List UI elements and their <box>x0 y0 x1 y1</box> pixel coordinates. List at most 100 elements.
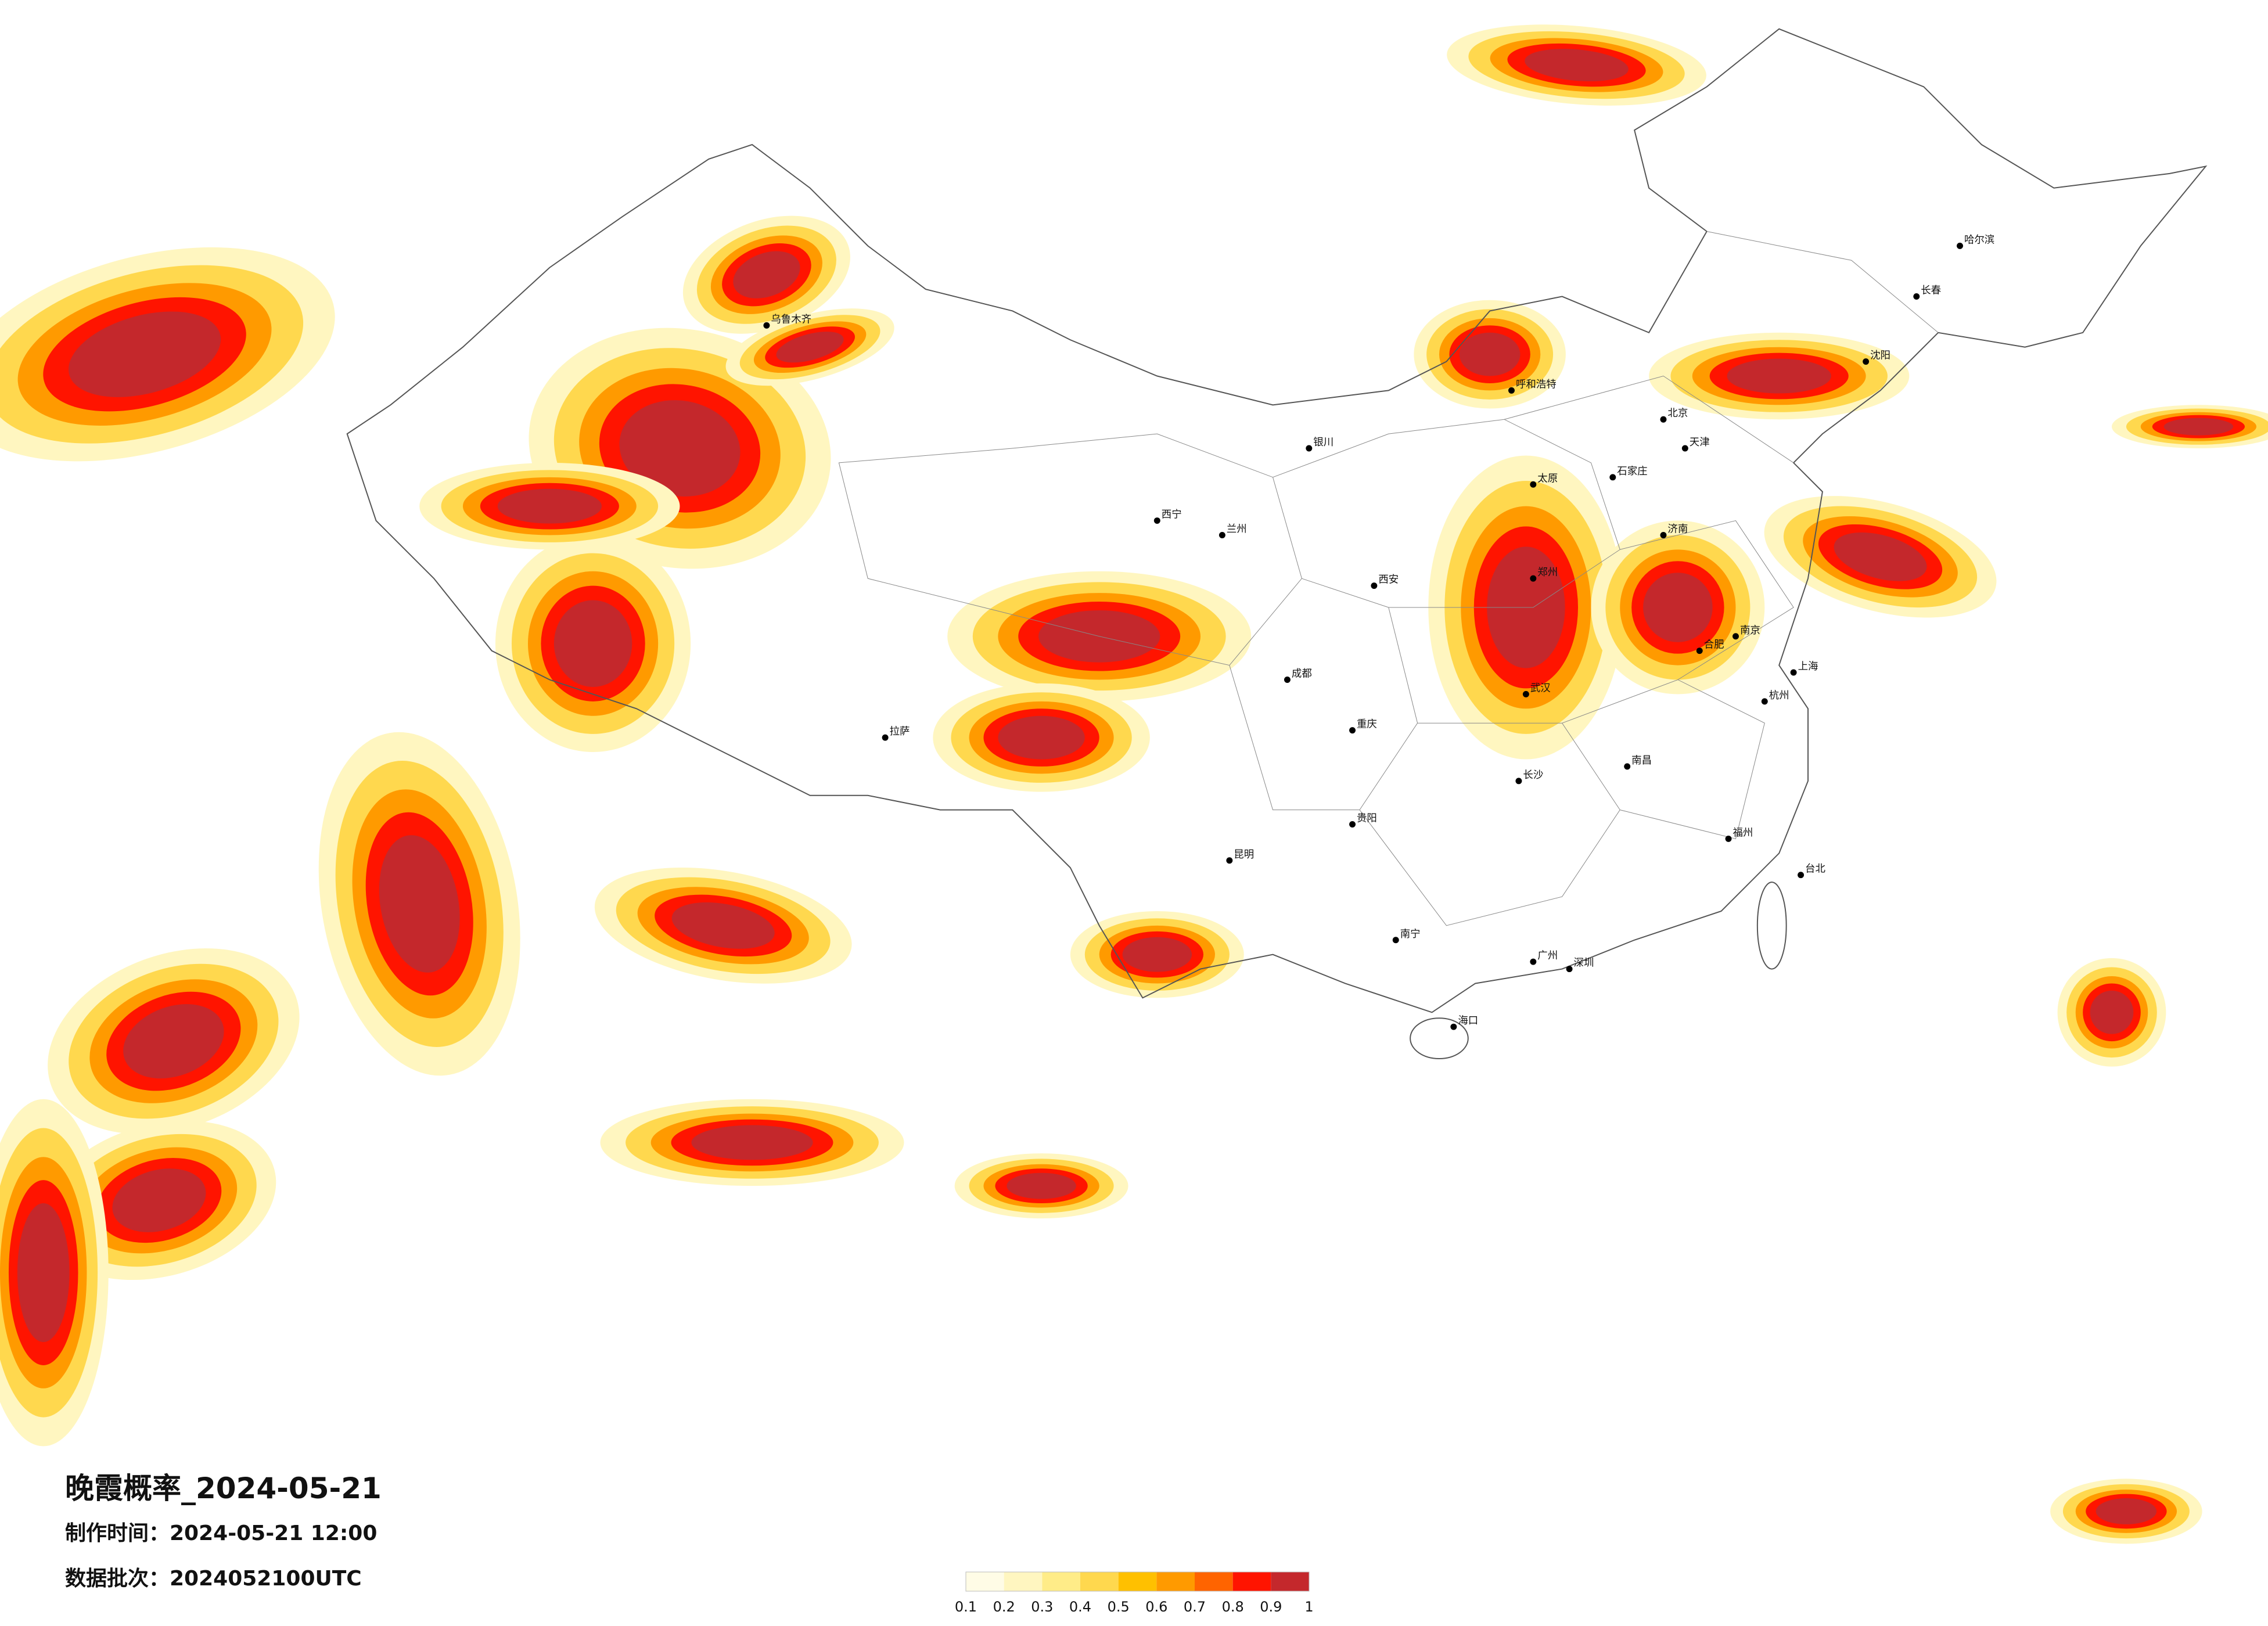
city-label: 天津 <box>1690 437 1710 448</box>
city-label: 哈尔滨 <box>1964 234 1994 246</box>
city-label: 上海 <box>1798 661 1818 672</box>
legend-swatch <box>966 1572 1004 1591</box>
city-dot <box>1913 293 1920 300</box>
city-dot <box>1515 778 1522 785</box>
probability-blob <box>1834 532 1927 581</box>
city-dot <box>1725 835 1732 842</box>
city-label: 呼和浩特 <box>1516 379 1557 390</box>
probability-blob <box>1007 1172 1076 1199</box>
city-label: 台北 <box>1805 864 1825 875</box>
probability-blob <box>123 1004 224 1079</box>
city-label: 武汉 <box>1530 682 1551 694</box>
production-time: 制作时间：2024-05-21 12:00 <box>65 1521 377 1545</box>
city-label: 北京 <box>1667 408 1688 419</box>
map-title: 晚霞概率_2024-05-21 <box>65 1472 382 1505</box>
city-label: 昆明 <box>1234 849 1254 861</box>
legend-tick-label: 0.9 <box>1260 1599 1282 1615</box>
legend-swatch <box>1004 1572 1043 1591</box>
legend-tick-label: 1 <box>1304 1599 1313 1615</box>
probability-blob <box>68 311 221 397</box>
city-dot <box>1371 582 1378 589</box>
city-dot <box>1798 872 1805 879</box>
city-dot <box>1349 821 1356 828</box>
china-outline <box>346 28 2208 1013</box>
city-dot <box>1306 445 1313 452</box>
city-dot <box>1790 669 1797 676</box>
probability-blob <box>1727 358 1831 394</box>
legend-swatch <box>1042 1572 1080 1591</box>
probability-blob <box>1122 937 1192 972</box>
city-label: 乌鲁木齐 <box>771 314 811 325</box>
city-dot <box>1957 242 1963 249</box>
city-dot <box>1609 474 1616 481</box>
probability-blob <box>1525 49 1629 81</box>
legend-swatch <box>1271 1572 1309 1591</box>
city-label: 杭州 <box>1769 690 1789 702</box>
city-label: 西安 <box>1378 574 1399 586</box>
city-label: 石家庄 <box>1617 466 1647 477</box>
city-label: 长沙 <box>1523 769 1543 781</box>
probability-blob <box>112 1168 206 1232</box>
city-dot <box>1284 677 1291 683</box>
city-dot <box>1450 1023 1457 1030</box>
city-dot <box>763 322 770 329</box>
city-label: 重庆 <box>1357 719 1377 731</box>
probability-blob <box>2096 1498 2157 1524</box>
city-dot <box>882 734 889 741</box>
city-label: 南京 <box>1740 625 1760 636</box>
city-label: 南宁 <box>1400 929 1421 940</box>
legend-tick-label: 0.6 <box>1145 1599 1167 1615</box>
legend: 0.1 0.2 0.3 0.4 0.5 0.6 0.7 0.8 0.9 1 <box>955 1571 1314 1615</box>
legend-tick-label: 0.8 <box>1222 1599 1244 1615</box>
city-label: 郑州 <box>1537 567 1558 578</box>
city-label: 合肥 <box>1704 639 1724 651</box>
city-dot <box>1522 690 1529 697</box>
probability-blob <box>619 400 741 497</box>
probability-blob <box>691 1125 813 1160</box>
probability-blob <box>379 835 460 973</box>
probability-field <box>0 24 2268 1544</box>
hainan-outline <box>1410 1017 1469 1059</box>
city-dot <box>1733 633 1739 640</box>
legend-tick-label: 0.1 <box>955 1599 977 1615</box>
city-dot <box>1508 387 1515 394</box>
probability-blob <box>2090 990 2134 1034</box>
province-borders <box>838 231 1939 926</box>
legend-tick-label: 0.3 <box>1031 1599 1053 1615</box>
city-label: 南昌 <box>1631 755 1652 767</box>
probability-blob <box>1643 573 1713 642</box>
legend-swatch <box>1195 1572 1233 1591</box>
city-dot <box>1392 937 1399 944</box>
city-dot <box>1530 958 1537 965</box>
probability-blob <box>17 1203 70 1343</box>
probability-blob <box>553 600 632 687</box>
city-label: 广州 <box>1537 950 1558 962</box>
city-dot <box>1219 531 1225 538</box>
probability-blob <box>1459 332 1521 376</box>
probability-blob <box>776 332 844 363</box>
city-label: 兰州 <box>1227 523 1247 535</box>
city-dot <box>1696 647 1703 654</box>
city-dot <box>1349 727 1356 734</box>
city-dot <box>1660 416 1667 423</box>
city-dot <box>1624 763 1631 770</box>
legend-swatch <box>1156 1572 1195 1591</box>
probability-blob <box>671 902 775 949</box>
city-dot <box>1530 481 1537 488</box>
taiwan-outline <box>1756 882 1787 970</box>
city-label: 沈阳 <box>1870 350 1890 362</box>
probability-blob <box>497 488 602 524</box>
legend-tick-label: 0.4 <box>1069 1599 1091 1615</box>
city-label: 深圳 <box>1574 958 1594 969</box>
legend-swatch <box>1232 1572 1271 1591</box>
city-label: 长春 <box>1921 285 1941 297</box>
city-label: 西宁 <box>1162 509 1182 521</box>
probability-blob <box>2163 418 2234 436</box>
city-dot <box>1153 517 1160 524</box>
legend-frame <box>965 1571 1310 1592</box>
city-dot <box>1226 857 1233 864</box>
legend-tick-label: 0.7 <box>1184 1599 1206 1615</box>
